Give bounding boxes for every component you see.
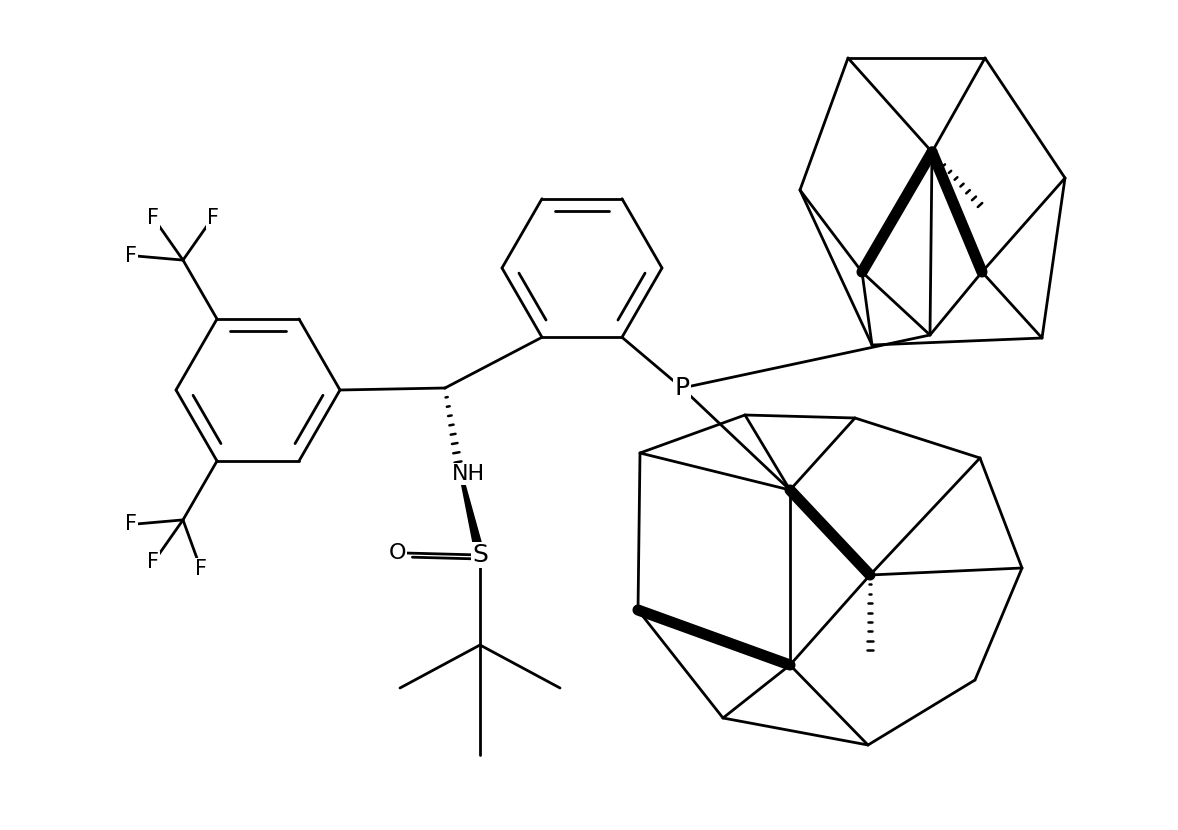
Text: P: P — [675, 376, 689, 400]
Text: NH: NH — [451, 464, 484, 484]
Text: F: F — [147, 553, 159, 573]
Text: F: F — [207, 208, 219, 227]
Text: F: F — [125, 515, 137, 535]
Text: O: O — [389, 543, 405, 563]
Polygon shape — [457, 461, 484, 556]
Text: F: F — [125, 246, 137, 266]
Text: S: S — [472, 543, 488, 567]
Text: F: F — [194, 559, 207, 579]
Text: F: F — [147, 208, 159, 227]
